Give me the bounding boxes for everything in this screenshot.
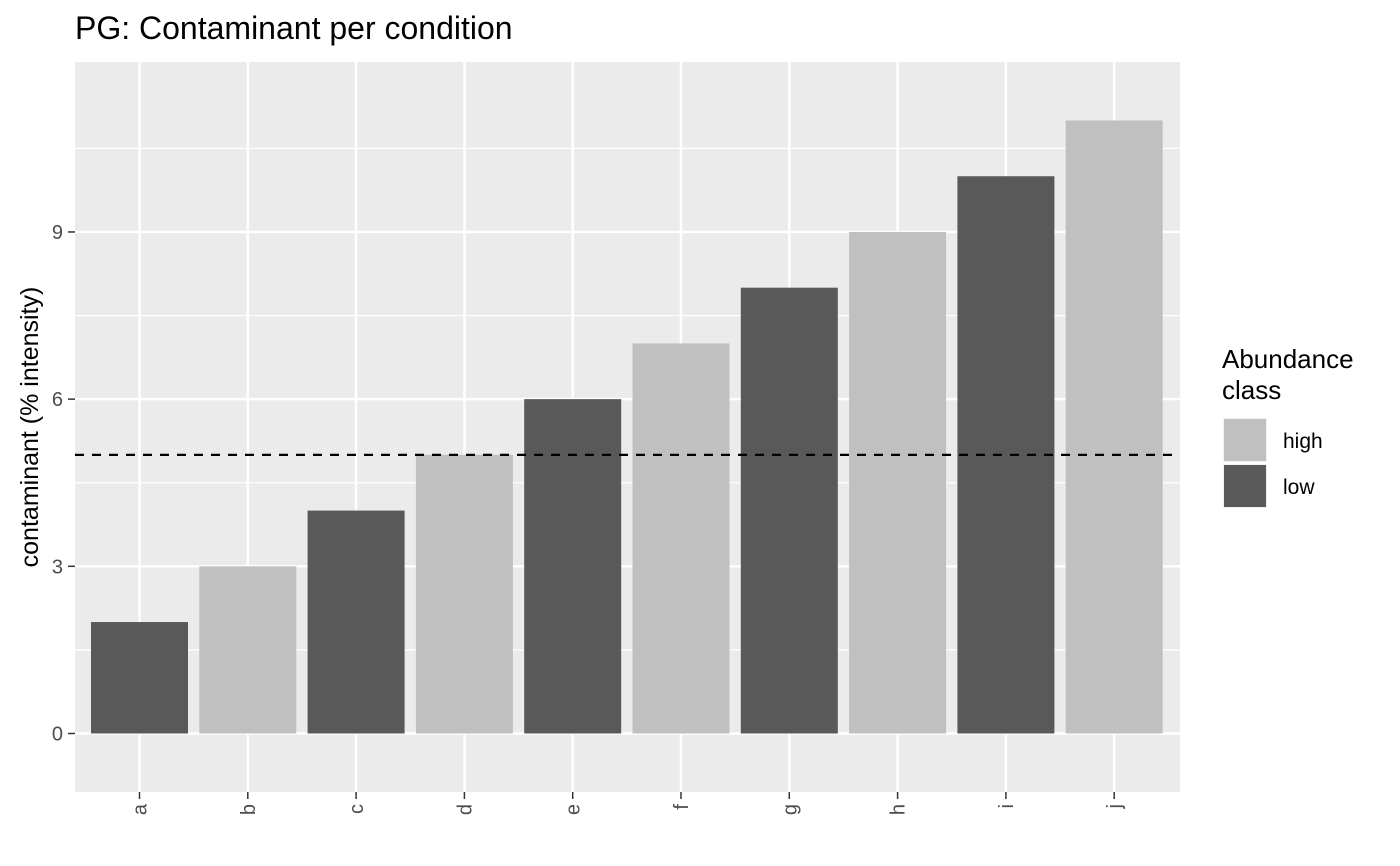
- chart-title: PG: Contaminant per condition: [75, 10, 513, 46]
- legend-swatch-low: [1224, 465, 1266, 507]
- bars: [91, 120, 1163, 734]
- y-tick-label: 9: [52, 222, 63, 244]
- bar-c: [307, 510, 405, 734]
- x-tick-label: g: [779, 804, 801, 815]
- bar-d: [415, 454, 513, 734]
- legend-title: Abundance: [1222, 344, 1354, 374]
- legend-title: class: [1222, 375, 1281, 405]
- y-axis: 0 3 6 9: [52, 222, 75, 745]
- bar-b: [199, 566, 297, 734]
- x-tick-label: i: [996, 804, 1018, 808]
- bar-f: [632, 343, 730, 734]
- x-axis: a b c d e f g h i j: [130, 792, 1126, 815]
- y-tick-label: 6: [52, 389, 63, 411]
- bar-i: [957, 176, 1055, 734]
- x-tick-label: c: [346, 804, 368, 814]
- x-tick-label: b: [238, 804, 260, 815]
- x-tick-label: d: [454, 804, 476, 815]
- y-tick-label: 3: [52, 556, 63, 578]
- x-tick-label: j: [1104, 804, 1126, 809]
- legend-label-high: high: [1283, 430, 1323, 453]
- bar-g: [740, 287, 838, 734]
- bar-a: [91, 622, 188, 734]
- bar-h: [849, 231, 947, 734]
- x-tick-label: h: [888, 804, 910, 815]
- bar-e: [524, 399, 622, 734]
- x-tick-label: e: [563, 804, 585, 815]
- bar-j: [1065, 120, 1163, 734]
- x-tick-label: a: [130, 803, 152, 815]
- y-tick-label: 0: [52, 723, 63, 745]
- legend-swatch-high: [1224, 419, 1266, 461]
- x-tick-label: f: [671, 804, 693, 810]
- legend-label-low: low: [1283, 476, 1315, 499]
- y-axis-label: contaminant (% intensity): [16, 287, 44, 568]
